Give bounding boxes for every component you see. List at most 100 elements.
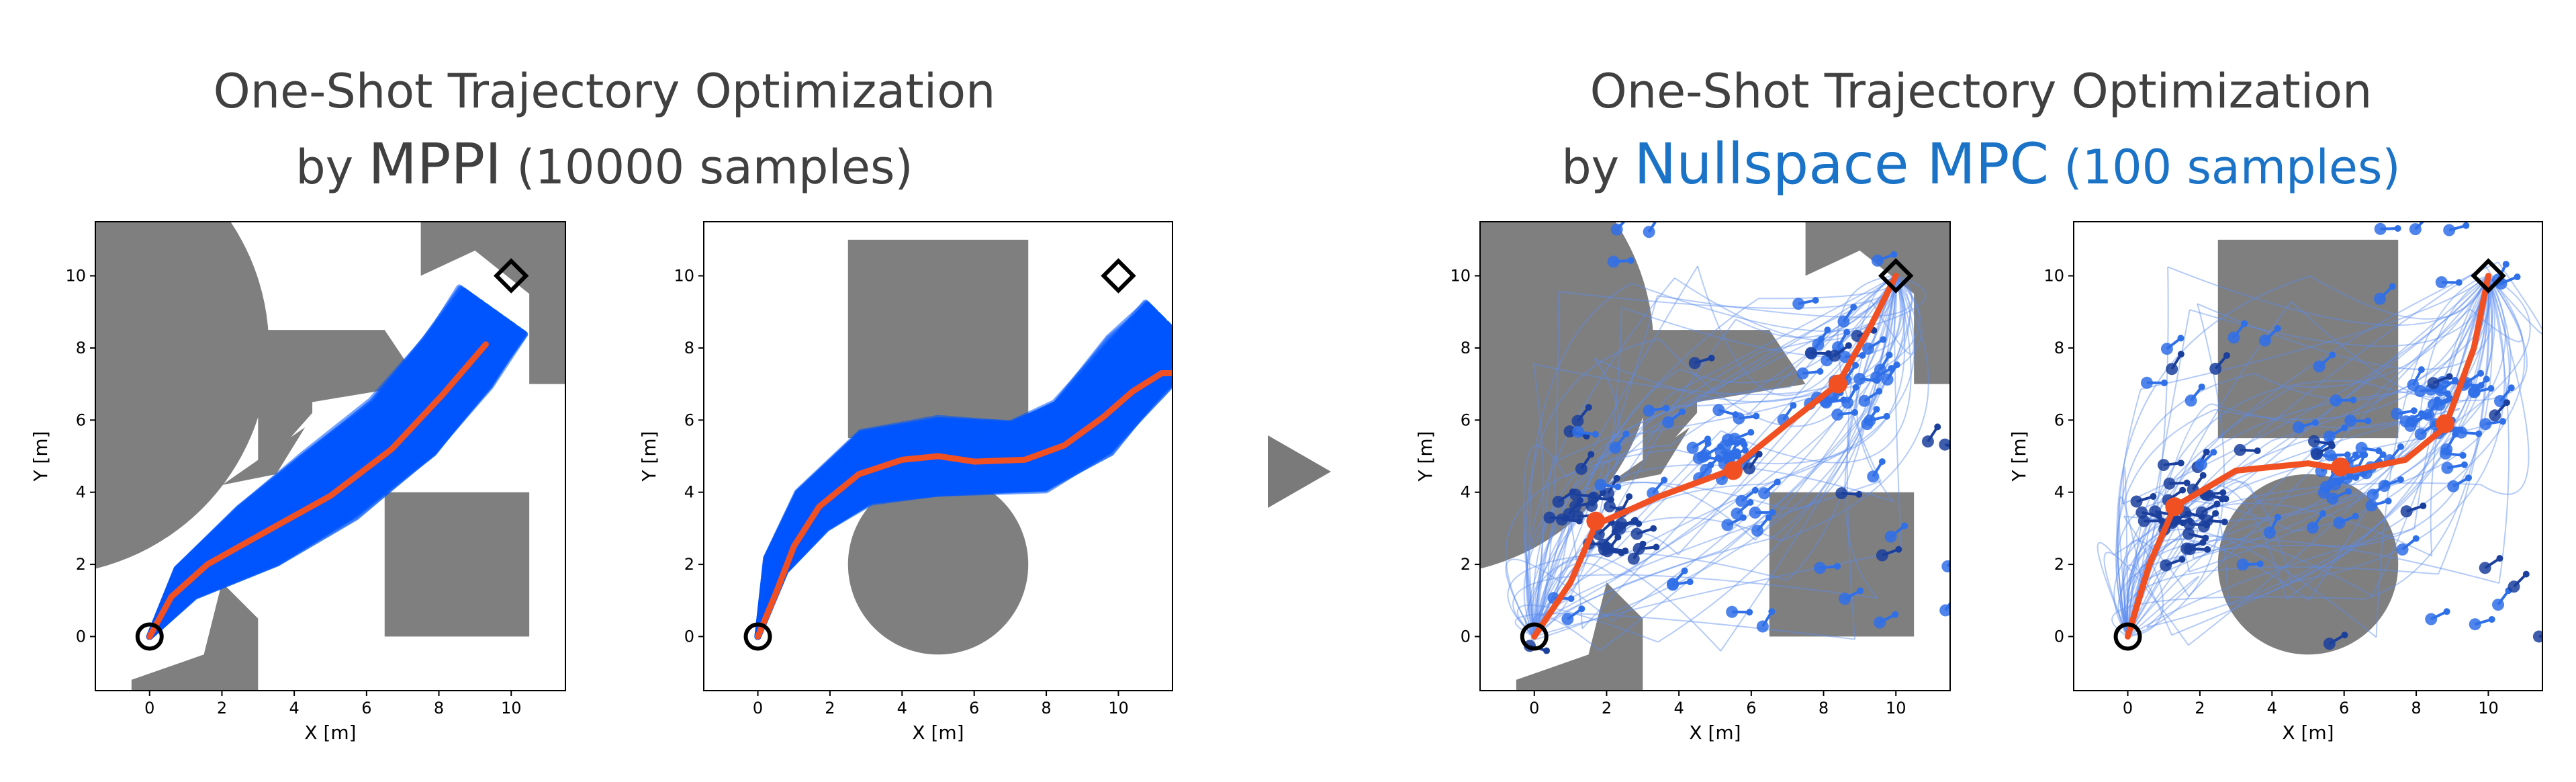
sample-arrow-head [1739, 437, 1746, 445]
sample-arrow-head [1834, 562, 1841, 570]
sample-trajectory [1525, 338, 1660, 637]
sample-trajectory [1514, 613, 1855, 640]
sample-trajectory [1631, 275, 1897, 333]
sample-arrow-head [2522, 570, 2530, 578]
sample-trajectory [1533, 464, 1894, 637]
sample-arrow-head [1747, 498, 1754, 506]
sample-trajectory [1533, 368, 1681, 637]
x-tick-label: 10 [2478, 699, 2499, 718]
x-tick-label: 10 [1108, 699, 1129, 718]
sample-arrow-head [1708, 354, 1715, 361]
sample-trajectory [2308, 275, 2489, 601]
sample-trajectory [1523, 445, 1567, 637]
y-tick-label: 4 [2054, 483, 2064, 502]
y-tick-label: 4 [1461, 483, 1471, 502]
sample-trajectory [2293, 275, 2489, 388]
sample-arrow-head [2341, 632, 2348, 639]
sample-arrow-head [2444, 390, 2451, 398]
sample-trajectory [2167, 266, 2489, 326]
sample-arrow-head [1603, 541, 1610, 548]
sample-arrow-head [1704, 439, 1712, 447]
sample-arrow-head [2487, 385, 2495, 392]
right-title-line1: One-Shot Trajectory Optimization [1590, 64, 2373, 119]
optimal-path [1531, 273, 1899, 640]
sample-trajectory [1516, 604, 1659, 643]
axes-frame [703, 221, 1173, 691]
sample-trajectory [1594, 275, 1897, 403]
sample-arrow-head [2199, 472, 2207, 479]
x-tick-label: 6 [1746, 699, 1756, 718]
sample-arrow-head [1845, 342, 1852, 349]
plot-area [2097, 214, 2542, 655]
axes-frame [2073, 221, 2543, 691]
sample-arrow-head [2177, 351, 2184, 358]
sample-trajectory [2097, 541, 2129, 637]
start-marker [135, 622, 164, 651]
sample-arrow-head [1873, 377, 1880, 384]
sample-arrow-head [1686, 578, 1694, 586]
goal-marker [493, 258, 529, 294]
y-axis-label: Y [m] [638, 431, 660, 482]
sample-arrow-head [2412, 535, 2420, 542]
sample-arrow-head [1883, 412, 1890, 420]
sample-trajectory [1507, 552, 1613, 638]
goal-marker [1878, 258, 1914, 294]
sample-trajectory [754, 302, 1152, 640]
y-tick-label: 10 [1450, 267, 1471, 286]
sample-arrow-head [1746, 609, 1753, 616]
x-tick-label: 10 [501, 699, 522, 718]
sample-arrow-head [2345, 488, 2352, 495]
sample-trajectory [1844, 275, 1897, 599]
sample-arrow-head [1661, 476, 1668, 484]
sample-arrow-head [1622, 548, 1629, 555]
sample-arrow-head [2475, 430, 2483, 437]
sample-trajectory [2487, 275, 2510, 584]
sample-arrow-head [2346, 472, 2354, 479]
sample-trajectory [1677, 275, 1899, 556]
obstacle [1769, 492, 1915, 637]
sample-arrow-head [1934, 423, 1941, 431]
sample-arrow-head [1876, 388, 1883, 395]
right-title-line2: by Nullspace MPC (100 samples) [1511, 128, 2451, 204]
obstacle [847, 474, 1029, 655]
sample-arrow-head [2350, 396, 2357, 404]
sample-trajectory [1847, 275, 1897, 448]
start-marker [1520, 622, 1549, 651]
sample-trajectory [2197, 275, 2494, 370]
x-axis-label: X [m] [2282, 722, 2334, 744]
y-tick-label: 8 [1461, 339, 1471, 357]
left-title-line1: One-Shot Trajectory Optimization [213, 64, 996, 119]
obstacle [2217, 239, 2399, 439]
plot-area [95, 222, 565, 691]
sample-arrow [1944, 443, 1950, 447]
sample-trajectory [2351, 275, 2493, 548]
sample-trajectory [1512, 574, 1878, 638]
y-tick-label: 6 [1461, 410, 1471, 429]
plot-area [1480, 222, 1950, 691]
x-tick-label: 8 [2411, 699, 2421, 718]
sample-trajectory [2487, 261, 2542, 335]
sample-arrow-head [1851, 408, 1859, 416]
y-tick-label: 4 [684, 483, 694, 502]
sample-marker [2532, 630, 2542, 643]
left-title-samples: (10000 samples) [501, 140, 913, 195]
obstacle [95, 222, 269, 569]
sample-arrow-head [2508, 384, 2515, 392]
sample-arrow-head [2178, 556, 2186, 563]
x-tick-label: 2 [217, 699, 227, 718]
sample-trajectory [2127, 576, 2199, 638]
optimal-path [146, 341, 489, 640]
sample-arrow-head [2210, 449, 2217, 456]
axes-frame [95, 221, 566, 691]
sample-arrow-head [2256, 560, 2264, 568]
x-tick-label: 4 [897, 699, 907, 718]
x-tick-label: 2 [1602, 699, 1612, 718]
sample-marker [1941, 560, 1950, 572]
sample-trajectory [1870, 275, 1915, 355]
sample-arrow-head [2254, 447, 2261, 455]
sample-arrow-head [2359, 451, 2366, 459]
sample-arrow-head [2274, 324, 2281, 332]
sample-arrow-head [2424, 214, 2431, 220]
sample-trajectory [1720, 275, 1912, 464]
y-axis-label: Y [m] [2008, 431, 2030, 482]
